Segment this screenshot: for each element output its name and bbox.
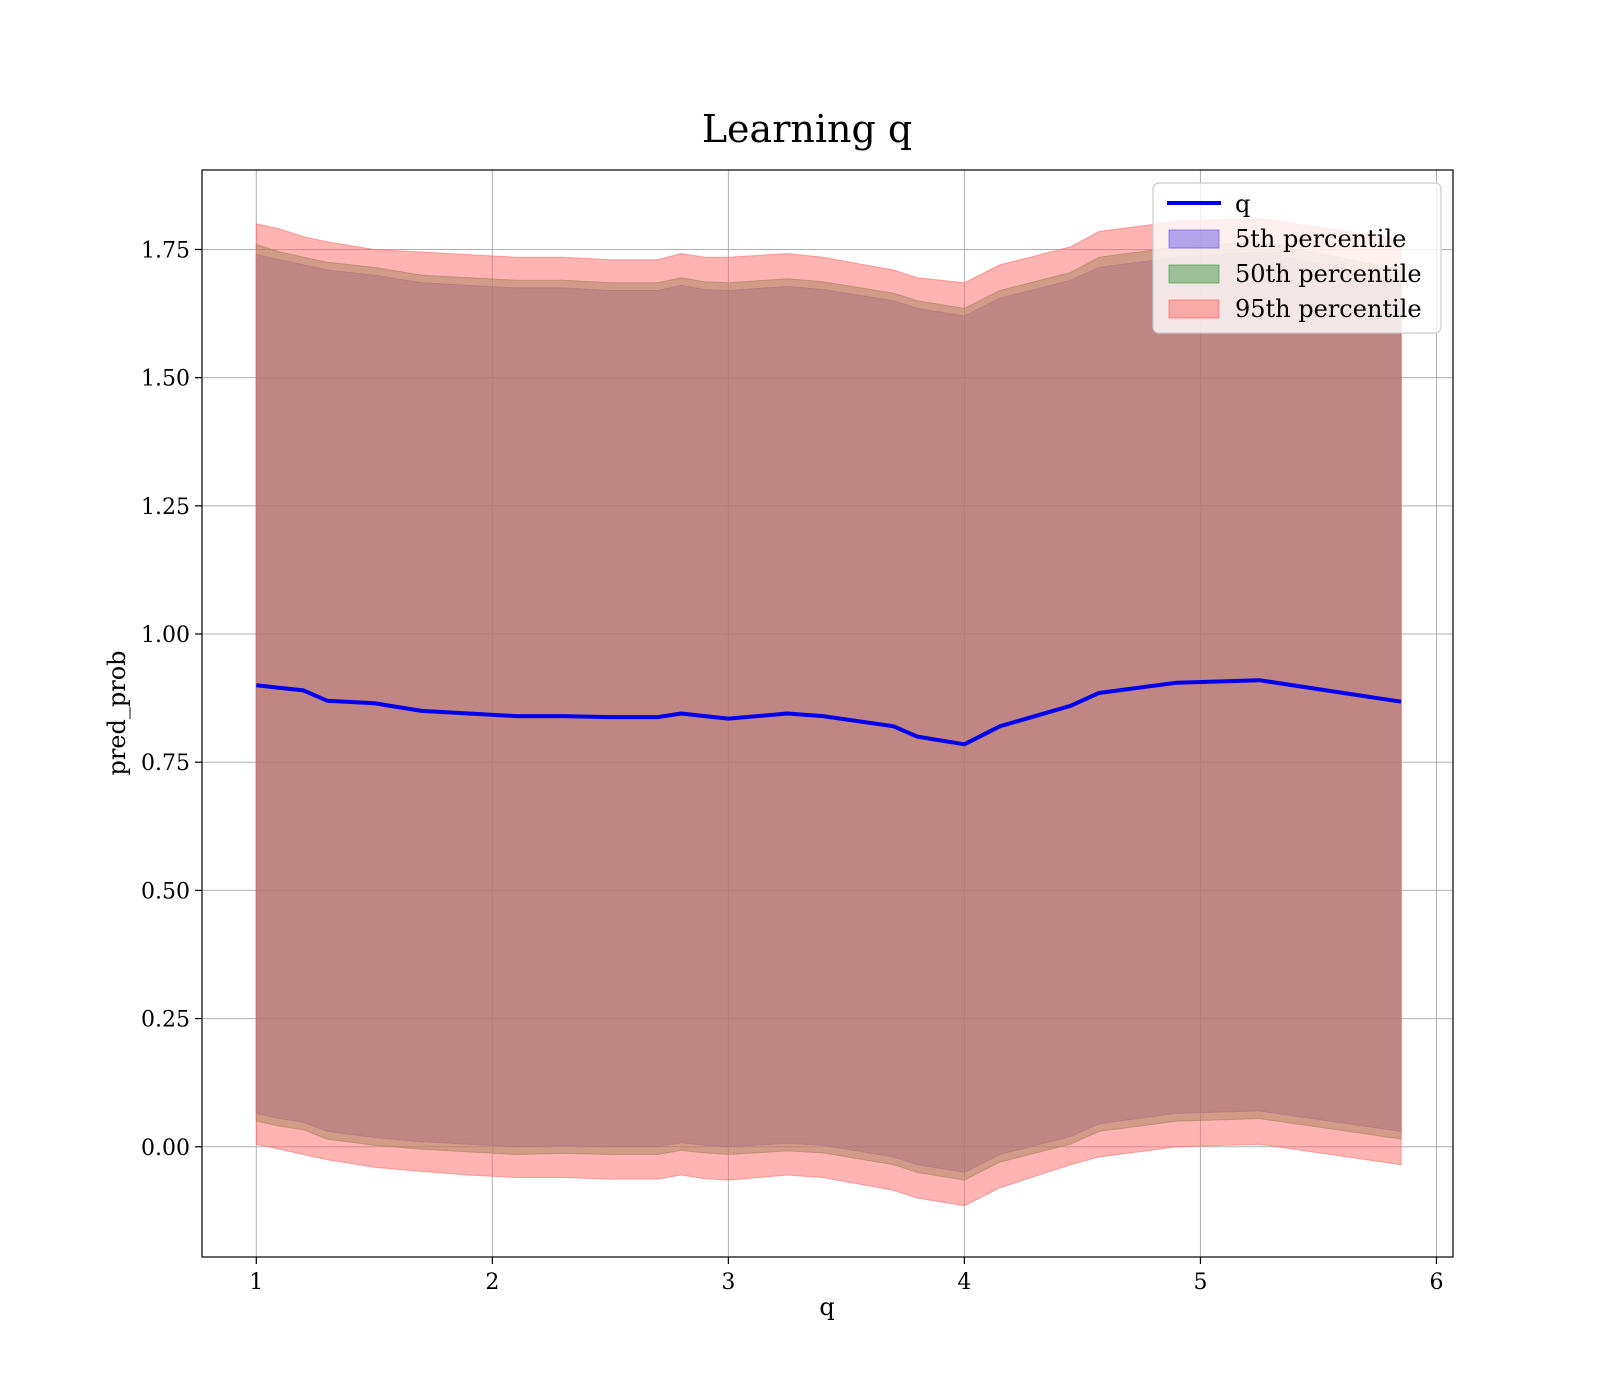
legend-swatch-band [1168,264,1220,284]
legend-label: q [1235,190,1250,218]
y-tick-label: 0.75 [141,751,190,776]
plot-frame [201,169,1454,1258]
band-95th-percentile [255,218,1402,1207]
y-tick-label: 1.75 [141,238,190,263]
x-tick-label: 1 [249,1270,263,1295]
legend-swatch-band [1168,229,1220,249]
legend-swatch-band [1168,299,1220,319]
y-axis-label: pred_prob [103,650,131,775]
x-tick-label: 3 [721,1270,735,1295]
chart-title: Learning q [702,107,912,151]
legend: q 5th percentile 50th percentile 95th perce… [1152,182,1442,334]
x-tick-label: 5 [1193,1270,1207,1295]
legend-box [1152,182,1442,334]
y-tick-label: 1.00 [141,623,190,648]
band-layer [255,218,1402,1207]
series-line-q [256,678,1402,747]
y-tick-label: 0.00 [141,1136,190,1161]
x-axis-label: q [819,1293,834,1321]
y-tick-label: 0.50 [141,879,190,904]
legend-label: 50th percentile [1235,260,1422,288]
y-tick-label: 0.25 [141,1008,190,1033]
tick-layer: 1 2 3 4 5 6 0.00 0.25 0.50 0.75 1.00 1.25 1.50 1.75 [141,238,1443,1295]
y-tick-label: 1.25 [141,495,190,520]
x-tick-label: 2 [485,1270,499,1295]
x-tick-label: 6 [1429,1270,1443,1295]
legend-items: q 5th percentile 50th percentile 95th perce… [1167,190,1422,323]
legend-label: 5th percentile [1235,225,1406,253]
legend-label: 95th percentile [1235,295,1422,323]
line-layer [256,678,1402,747]
y-tick-label: 1.50 [141,367,190,392]
x-tick-label: 4 [957,1270,971,1295]
